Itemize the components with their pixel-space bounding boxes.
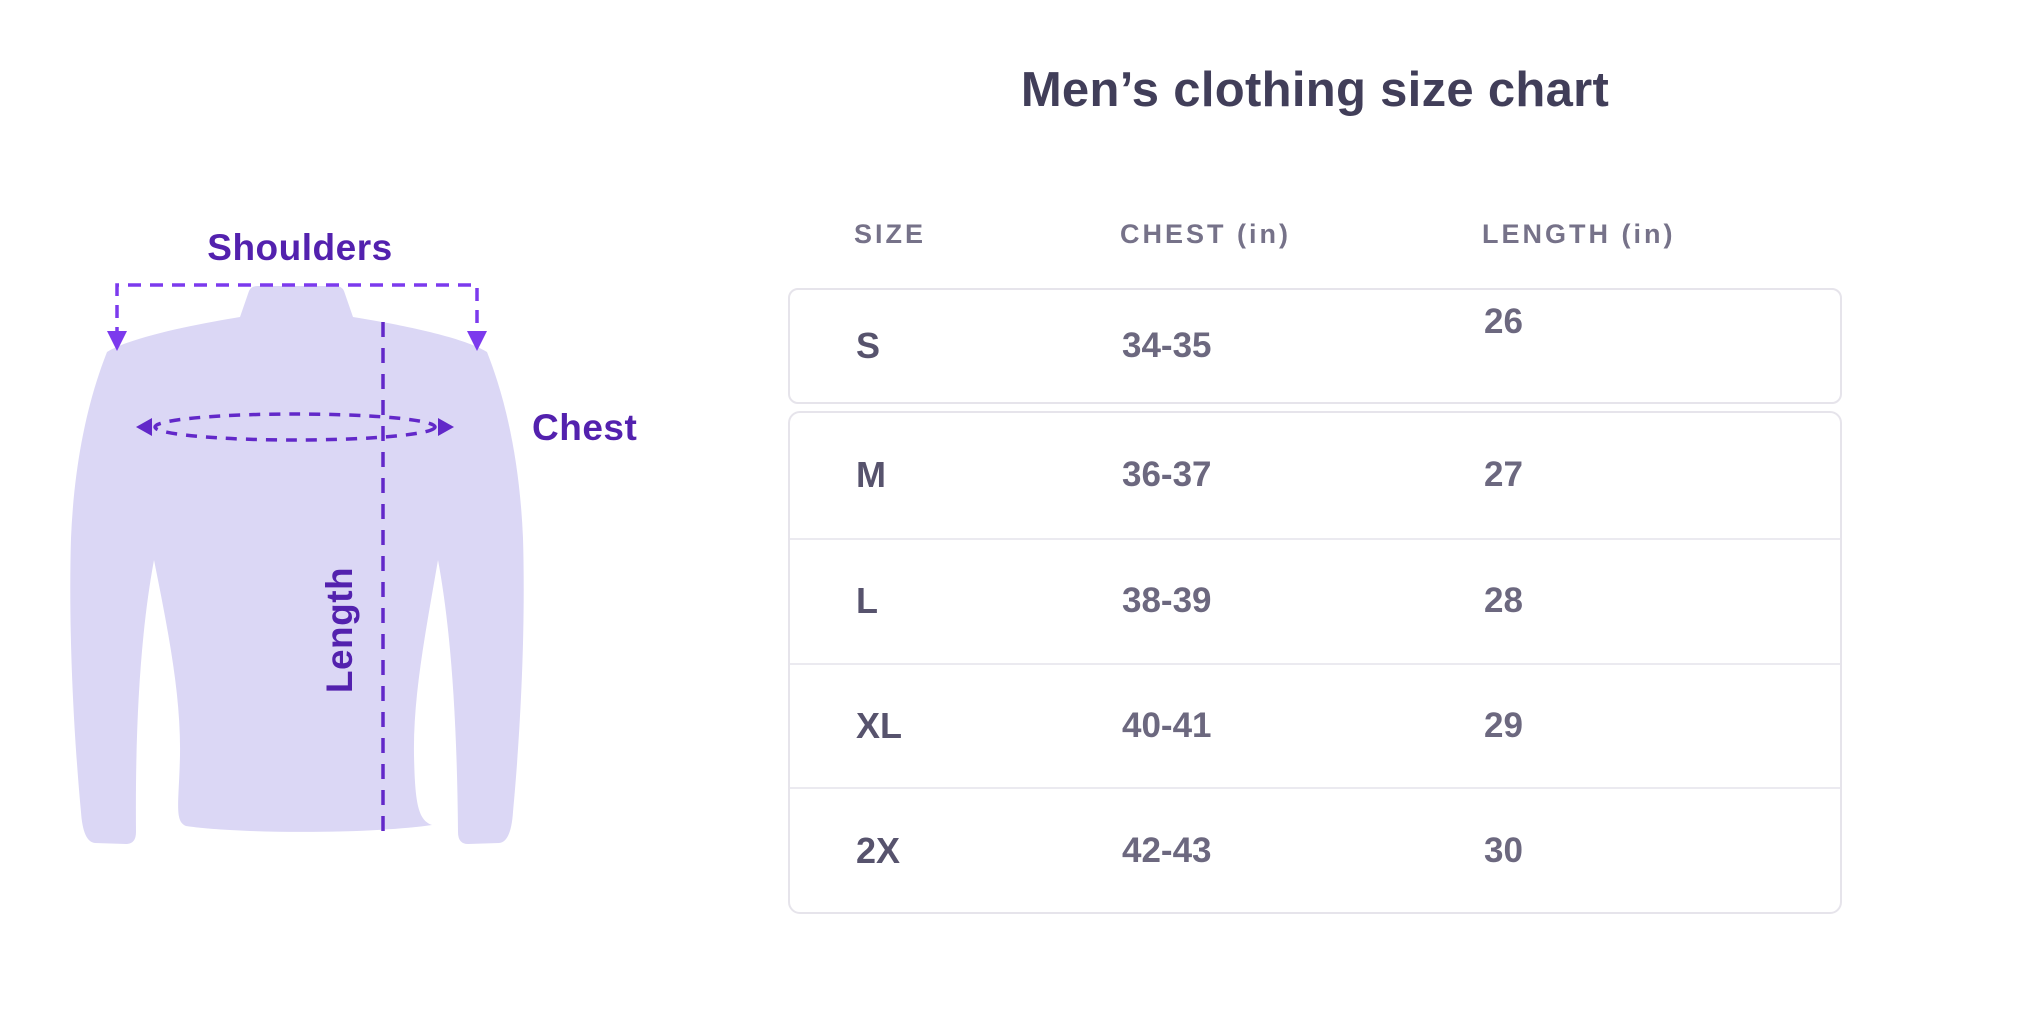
chest-measure-ellipse: [153, 412, 437, 442]
cell-chest: 36-37: [1122, 455, 1212, 495]
table-row: M 36-37 27: [790, 413, 1840, 538]
chest-label: Chest: [532, 407, 637, 448]
shirt-measurement-diagram: Shoulders Chest Length: [40, 200, 640, 900]
column-header-size: SIZE: [854, 218, 927, 249]
table-header-row: SIZE CHEST (in) LENGTH (in): [788, 214, 1842, 254]
cell-size: L: [856, 580, 878, 622]
chest-arrow-right-icon: [438, 418, 454, 436]
chest-arrow-left-icon: [136, 418, 152, 436]
table-card-first: S 34-35 26: [788, 288, 1842, 404]
cell-chest: 42-43: [1122, 830, 1212, 870]
column-header-length: LENGTH (in): [1482, 218, 1676, 249]
cell-length: 30: [1484, 830, 1523, 870]
cell-chest: 40-41: [1122, 705, 1212, 745]
shirt-illustration: [70, 286, 524, 844]
shoulders-arrow-left-icon: [107, 331, 127, 351]
cell-chest: 34-35: [1122, 326, 1212, 365]
cell-size: 2X: [856, 829, 901, 871]
table-row: XL 40-41 29: [790, 662, 1840, 788]
cell-size: S: [856, 325, 881, 366]
cell-length: 26: [1484, 302, 1523, 341]
shoulders-label: Shoulders: [207, 227, 392, 268]
page-title: Men’s clothing size chart: [1020, 63, 1610, 117]
cell-chest: 38-39: [1122, 581, 1212, 621]
shirt-diagram-svg: Shoulders Chest Length: [70, 227, 637, 844]
shoulders-arrow-right-icon: [467, 331, 487, 351]
table-row: S 34-35 26: [790, 290, 1840, 402]
cell-length: 27: [1484, 455, 1523, 495]
table-card-rest: M 36-37 27 L 38-39 28 XL 40-41 29 2X 42-…: [788, 411, 1842, 914]
shoulders-measure-line: [115, 283, 479, 340]
table-row: 2X 42-43 30: [790, 787, 1840, 912]
cell-size: XL: [856, 704, 903, 746]
table-row: L 38-39 28: [790, 537, 1840, 663]
cell-length: 28: [1484, 581, 1523, 621]
cell-length: 29: [1484, 705, 1523, 745]
column-header-chest: CHEST (in): [1120, 218, 1291, 249]
cell-size: M: [856, 454, 886, 496]
length-label: Length: [319, 567, 360, 693]
